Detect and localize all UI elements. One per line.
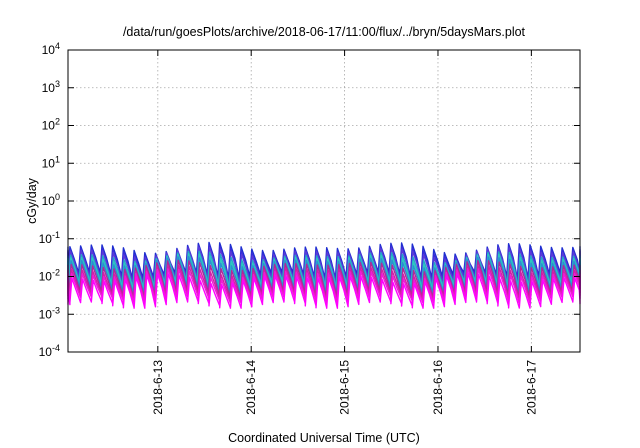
x-axis-label: Coordinated Universal Time (UTC) bbox=[228, 431, 420, 445]
y-tick-label: 10-4 bbox=[39, 343, 60, 359]
y-tick-label: 104 bbox=[42, 41, 60, 57]
y-tick-label: 102 bbox=[42, 117, 60, 133]
y-axis-label: cGy/day bbox=[25, 177, 39, 224]
x-tick-label: 2018-6-17 bbox=[524, 360, 538, 415]
y-tick-label: 10-3 bbox=[39, 305, 60, 321]
x-tick-label: 2018-6-14 bbox=[244, 360, 258, 415]
y-tick-label: 10-2 bbox=[39, 268, 60, 284]
x-axis: 2018-6-13 2018-6-14 2018-6-15 2018-6-16 2018… bbox=[151, 50, 538, 415]
y-tick-label: 10-1 bbox=[39, 230, 60, 246]
data-series-line bbox=[67, 272, 581, 309]
x-tick-label: 2018-6-15 bbox=[338, 360, 352, 415]
chart-title: /data/run/goesPlots/archive/2018-06-17/1… bbox=[123, 25, 526, 39]
series-layer bbox=[67, 241, 581, 309]
x-tick-label: 2018-6-16 bbox=[431, 360, 445, 415]
y-tick-label: 101 bbox=[42, 154, 60, 170]
y-tick-label: 103 bbox=[42, 79, 60, 95]
x-tick-label: 2018-6-13 bbox=[151, 360, 165, 415]
y-axis: 10-4 10-3 10-2 10-1 100 101 102 103 104 bbox=[39, 41, 580, 359]
y-tick-label: 100 bbox=[42, 192, 60, 208]
